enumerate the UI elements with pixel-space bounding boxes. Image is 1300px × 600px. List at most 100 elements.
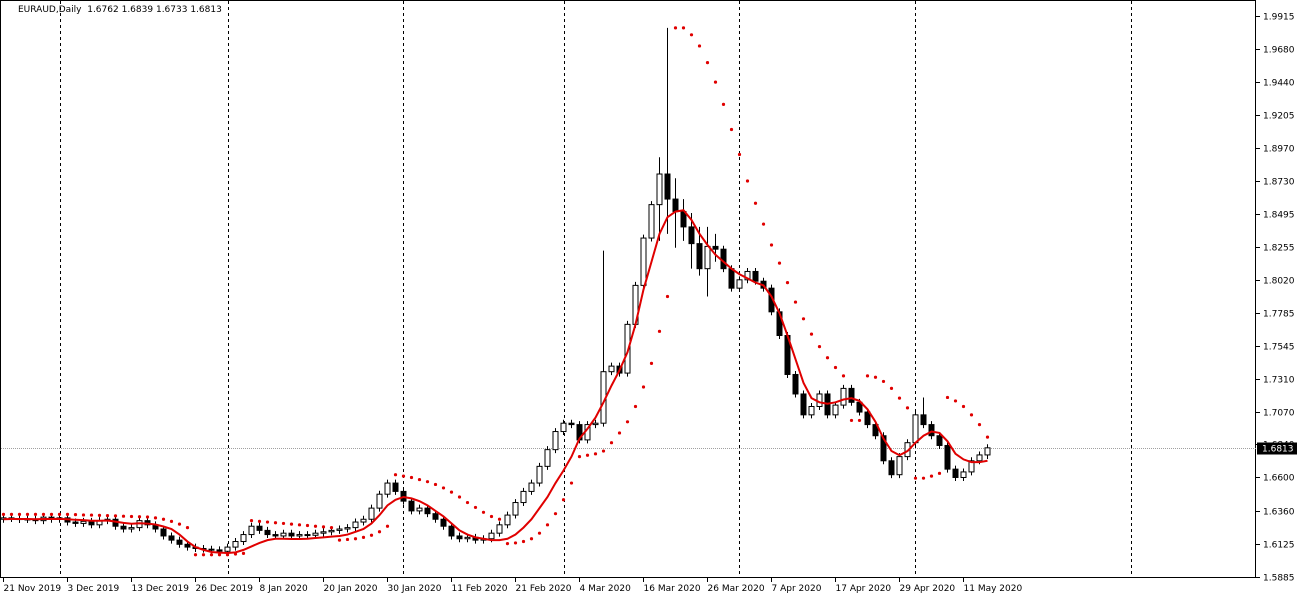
sar-dot [297, 523, 302, 527]
candle-body [928, 424, 935, 437]
sar-dot [273, 521, 278, 525]
candle-body [296, 534, 303, 537]
candle-body [672, 198, 679, 213]
candle-body [424, 507, 431, 515]
sar-dot [417, 477, 422, 482]
sar-dot [81, 513, 86, 517]
sar-dot [913, 476, 918, 480]
sar-dot [873, 375, 878, 379]
candle-body [560, 422, 567, 433]
sar-dot [761, 222, 766, 226]
sar-dot [921, 476, 926, 480]
candle-body [712, 245, 719, 250]
candle-body [664, 173, 671, 200]
sar-dot [393, 473, 398, 477]
candle-body [120, 525, 127, 530]
candle-body [336, 528, 343, 531]
sar-dot [537, 531, 542, 535]
y-tick-label: 1.6600 [1263, 474, 1295, 484]
current-price-label: 1.6813 [1262, 445, 1294, 455]
candle-body [504, 514, 511, 526]
sar-dot [409, 475, 414, 480]
sar-dot [473, 505, 478, 510]
y-tick-label: 1.8255 [1263, 244, 1295, 254]
candle-body [592, 422, 599, 426]
sar-dot [641, 385, 646, 389]
sar-dot [705, 61, 710, 65]
sar-dot [449, 490, 454, 494]
sar-dot [889, 386, 894, 390]
x-tick-label: 7 Apr 2020 [772, 584, 822, 594]
sar-dot [809, 332, 814, 336]
sar-dot [657, 329, 662, 333]
current-price-tag [1257, 442, 1297, 455]
sar-dot [321, 525, 326, 529]
candle-body [184, 543, 191, 548]
candle-body [976, 454, 983, 462]
candle-body [920, 414, 927, 426]
candle-body [216, 549, 223, 552]
x-tick-label: 8 Jan 2020 [260, 584, 308, 594]
candle-body [264, 529, 271, 536]
candle-body [544, 449, 551, 467]
sar-dot [193, 553, 198, 557]
sar-dot [713, 80, 718, 84]
sar-dot [513, 541, 518, 545]
y-tick-label: 1.7785 [1263, 310, 1295, 320]
sar-dot [857, 418, 862, 423]
x-tick-label: 26 Mar 2020 [708, 584, 765, 594]
candle-body [344, 527, 351, 530]
sar-dot [737, 152, 742, 157]
candle-body [528, 482, 535, 492]
y-tick-label: 1.9440 [1263, 79, 1295, 89]
candle-body [816, 393, 823, 407]
candle-body [128, 527, 135, 530]
sar-dot [425, 480, 430, 484]
candle-body [752, 270, 759, 282]
sar-dot [745, 179, 750, 183]
candle-body [312, 532, 319, 536]
sar-dot [353, 537, 358, 541]
sar-dot [329, 526, 334, 530]
candle-body [416, 507, 423, 512]
y-tick-label: 1.6125 [1263, 541, 1295, 551]
sar-dot [249, 519, 254, 523]
sar-dot [209, 553, 214, 557]
sar-dot [49, 512, 54, 516]
sar-dot [401, 474, 406, 478]
candle-body [368, 507, 375, 520]
sar-dot [153, 516, 158, 520]
candle-body [280, 532, 287, 537]
sar-dot [865, 374, 870, 378]
sar-dot [361, 535, 366, 539]
candle-body [568, 422, 575, 426]
candle-body [944, 444, 951, 470]
candle-body [288, 532, 295, 537]
sar-dot [793, 300, 798, 304]
candle-body [464, 536, 471, 540]
sar-dot [785, 280, 790, 285]
candle-body [272, 534, 279, 537]
sar-dot [585, 453, 590, 457]
sar-dot [73, 513, 78, 517]
sar-dot [881, 379, 886, 384]
candle-body [968, 460, 975, 473]
sar-dot [609, 441, 614, 445]
candle-body [696, 243, 703, 270]
sar-dot [129, 514, 134, 519]
candle-body [168, 535, 175, 541]
sar-dot [833, 365, 838, 370]
candle-body [440, 518, 447, 527]
sar-dot [961, 404, 966, 409]
sar-dot [105, 514, 110, 518]
y-tick-label: 1.8020 [1263, 277, 1295, 287]
x-tick-label: 17 Apr 2020 [836, 584, 892, 594]
sar-dot [185, 526, 190, 530]
y-tick-label: 1.9680 [1263, 46, 1295, 56]
sar-dot [601, 449, 606, 453]
sar-dot [561, 498, 566, 502]
y-tick-label: 1.8495 [1263, 211, 1295, 221]
sar-dot [553, 512, 558, 516]
sar-dot [985, 435, 990, 439]
